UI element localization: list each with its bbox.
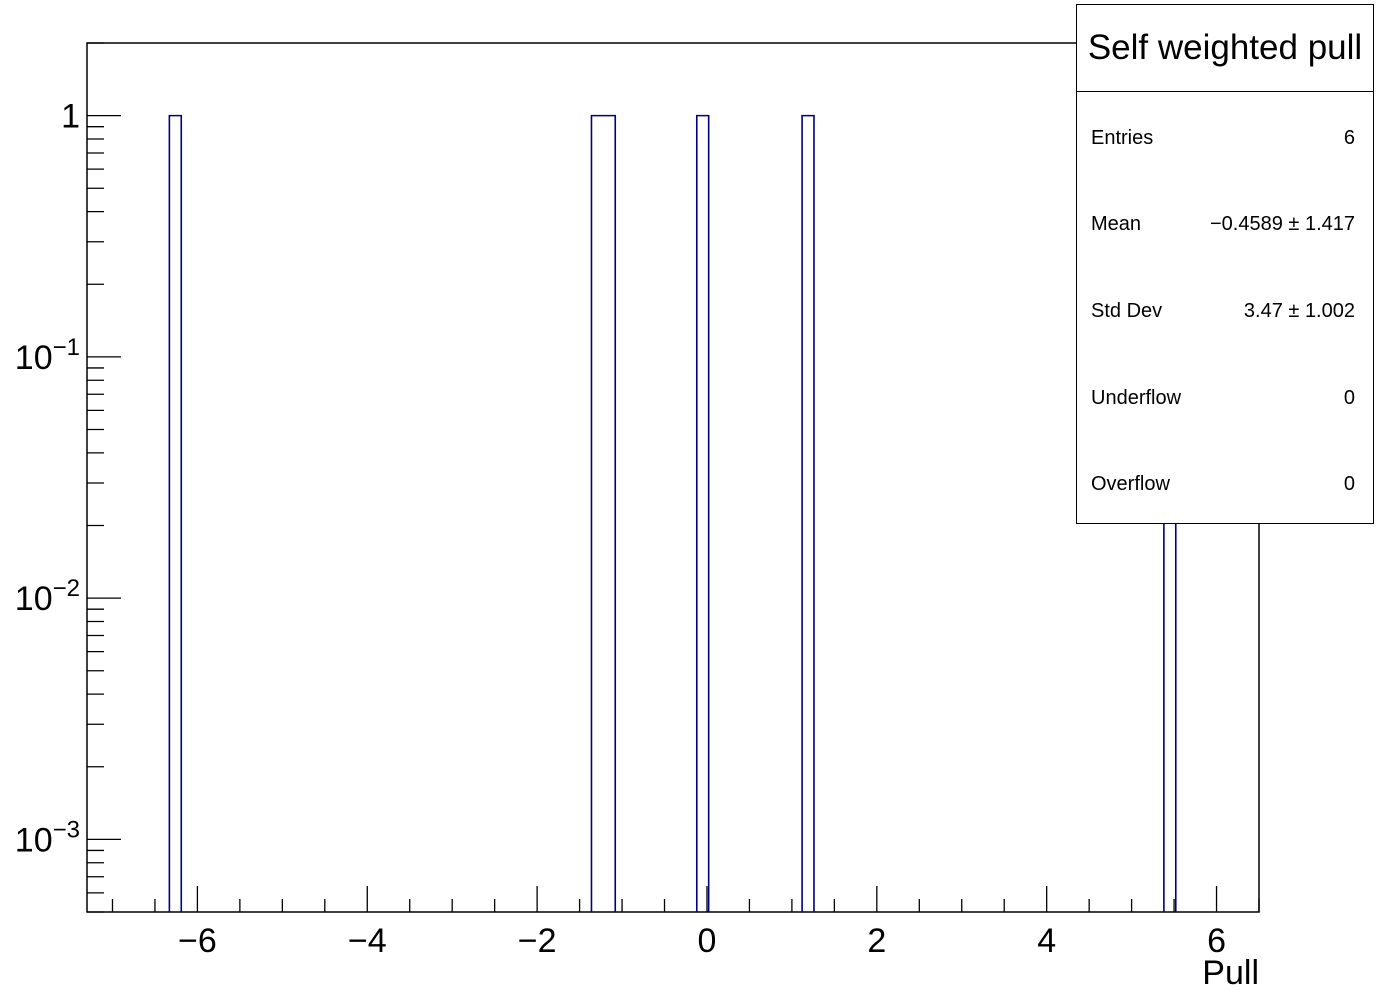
y-tick-label: 10−2 — [15, 575, 80, 618]
histogram-bar — [590, 114, 617, 912]
stat-row-std-dev: Std Dev 3.47 ± 1.002 — [1091, 300, 1355, 323]
stat-label: Mean — [1091, 213, 1142, 235]
stat-value: 0 — [1343, 473, 1355, 495]
stat-label: Overflow — [1091, 473, 1170, 495]
x-tick-label: −2 — [518, 922, 557, 960]
stat-row-underflow: Underflow 0 — [1091, 387, 1355, 410]
stat-label: Underflow — [1091, 387, 1182, 409]
x-axis-label: Pull — [1202, 954, 1259, 990]
stat-value: 0 — [1343, 387, 1355, 409]
stat-value: 3.47 ± 1.002 — [1243, 300, 1355, 322]
stat-row-overflow: Overflow 0 — [1091, 473, 1355, 496]
x-tick-label: 6 — [1207, 922, 1226, 960]
stat-row-mean: Mean −0.4589 ± 1.417 — [1091, 213, 1355, 236]
histogram-bar — [168, 114, 183, 912]
histogram-bar — [801, 114, 815, 912]
stat-label: Std Dev — [1091, 300, 1163, 322]
stat-value: −0.4589 ± 1.417 — [1210, 213, 1355, 235]
stat-value: 6 — [1343, 127, 1355, 149]
stat-label: Entries — [1091, 127, 1154, 149]
y-tick-label: 1 — [61, 98, 80, 136]
stats-title: Self weighted pull — [1077, 5, 1373, 92]
x-tick-label: −6 — [178, 922, 217, 960]
stats-box: Self weighted pull Entries 6 Mean −0.458… — [1076, 4, 1374, 524]
x-tick-label: 2 — [867, 922, 886, 960]
x-tick-label: 4 — [1037, 922, 1056, 960]
x-tick-label: 0 — [698, 922, 717, 960]
y-tick-label: 10−1 — [15, 334, 80, 377]
stat-row-entries: Entries 6 — [1091, 127, 1355, 150]
y-tick-label: 10−3 — [15, 816, 80, 859]
x-tick-label: −4 — [348, 922, 387, 960]
histogram-bar — [695, 114, 710, 912]
